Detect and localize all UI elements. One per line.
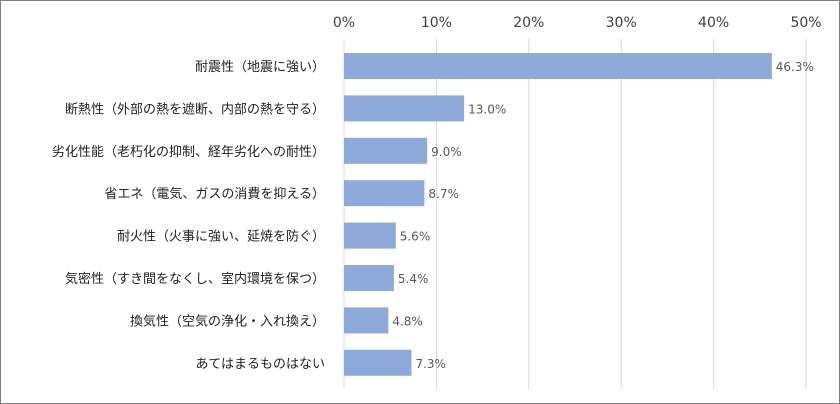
x-axis-ticks: 0% 10% 20% 30% 40% 50% [333, 15, 822, 31]
data-labels: 46.3% 13.0% 9.0% 8.7% 5.6% 5.4% 4.8% 7.3% [392, 60, 814, 371]
data-label-1: 13.0% [468, 102, 506, 116]
x-tick-label-0: 0% [333, 15, 355, 31]
category-label-7: あてはまるものはない [196, 357, 325, 372]
bar-6 [344, 307, 389, 334]
data-label-6: 4.8% [392, 314, 423, 328]
bars-layer [344, 53, 772, 376]
data-label-0: 46.3% [776, 60, 814, 74]
bar-1 [344, 95, 465, 122]
data-label-5: 5.4% [398, 272, 429, 286]
category-label-2: 劣化性能（老朽化の抑制、経年劣化への耐性） [52, 145, 325, 160]
category-label-5: 気密性（すき間をなくし、室内環境を保つ） [65, 271, 325, 287]
x-tick-label-4: 40% [698, 15, 729, 31]
bar-7 [344, 349, 412, 376]
x-tick-label-1: 10% [421, 15, 452, 31]
bar-3 [344, 180, 425, 207]
bar-0 [344, 53, 772, 79]
category-label-3: 省エネ（電気、ガスの消費を抑える） [104, 186, 325, 202]
grid-layer [343, 39, 807, 389]
data-label-7: 7.3% [415, 357, 446, 371]
category-label-1: 断熱性（外部の熱を遮断、内部の熱を守る） [65, 101, 325, 117]
data-label-3: 8.7% [428, 187, 459, 201]
category-label-0: 耐震性（地震に強い） [195, 60, 325, 75]
data-label-2: 9.0% [431, 145, 462, 159]
bar-5 [344, 265, 394, 291]
x-tick-label-3: 30% [606, 15, 637, 31]
x-tick-label-5: 50% [790, 15, 821, 31]
data-label-4: 5.6% [400, 230, 431, 244]
category-label-4: 耐火性（火事に強い、延焼を防ぐ） [117, 229, 325, 245]
category-labels: 耐震性（地震に強い） 断熱性（外部の熱を遮断、内部の熱を守る） 劣化性能（老朽化の抑… [52, 60, 325, 372]
bar-4 [344, 222, 396, 249]
category-label-6: 換気性（空気の浄化・入れ換え） [130, 313, 325, 329]
x-tick-label-2: 20% [513, 15, 544, 31]
bar-2 [344, 137, 428, 164]
